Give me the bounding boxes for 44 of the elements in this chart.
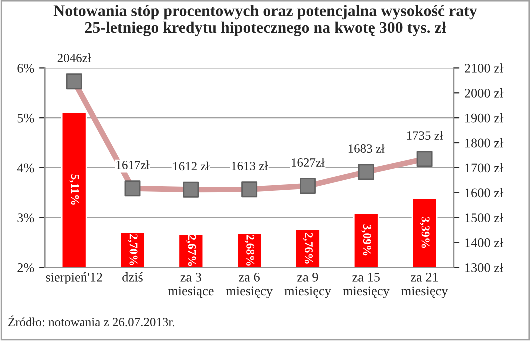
data-label: 3,09% [362, 224, 372, 256]
x-tick-label: sierpień'12 [46, 272, 102, 285]
x-tick-label: za 9 miesięcy [284, 272, 332, 298]
point [416, 151, 433, 168]
x-tick-label: za 15 miesięcy [343, 272, 390, 298]
data-label: 1617zł [116, 160, 150, 170]
y2-tick-label: 1300 zł [466, 263, 504, 272]
y-tick-label: 3% [18, 214, 34, 223]
data-label: 1683 zł [348, 144, 385, 153]
data-label: 2,68% [244, 234, 255, 266]
y2-tick-label: 2000 zł [465, 88, 504, 98]
point [300, 178, 316, 194]
y2-tick-label: 1600 zł [466, 188, 504, 198]
data-label: 2,70% [128, 234, 138, 266]
chart-title: Notowania stóp procentowych oraz potencjalna wysokość raty 25-letniego kredytu hipotecznego na kwotę 300 tys. zł [54, 5, 478, 36]
y2-tick-label: 1500 zł [466, 213, 504, 223]
x-tick-label: za 21 miesięcy [402, 272, 448, 298]
y2-tick-label: 2100 zł [465, 64, 504, 73]
y2-tick-label: 1900 zł [466, 113, 504, 123]
point [66, 74, 82, 90]
y-tick-label: 4% [17, 164, 34, 173]
point [124, 180, 141, 197]
data-label: 3,39% [420, 217, 430, 248]
data-label: 1613 zł [232, 162, 268, 170]
x-tick-label: za 3 miesiące [168, 272, 214, 298]
y2-tick-label: 1800 zł [466, 138, 504, 148]
y2-tick-label: 1400 zł [466, 238, 504, 248]
data-label: 2,67% [186, 235, 196, 266]
data-label: 1735 zł [407, 131, 444, 140]
y2-tick-label: 1700 zł [466, 163, 504, 173]
point [242, 182, 258, 198]
data-label: 1627zł [292, 158, 325, 167]
y-tick-label: 6% [18, 64, 34, 73]
data-label: 2046zł [58, 54, 92, 62]
point [183, 182, 200, 198]
data-label: 1612 zł [174, 162, 210, 171]
y-tick-label: 5% [18, 114, 34, 123]
x-tick-label: dziś [122, 272, 143, 282]
text: Źródło: notowania z 26.07.2013r. [8, 316, 174, 327]
data-label: 2,76% [303, 232, 313, 264]
y-tick-label: 2% [18, 263, 34, 272]
point [358, 164, 374, 180]
x-tick-label: za 6 miesięcy [226, 272, 273, 298]
data-label: 5,11% [70, 174, 80, 205]
